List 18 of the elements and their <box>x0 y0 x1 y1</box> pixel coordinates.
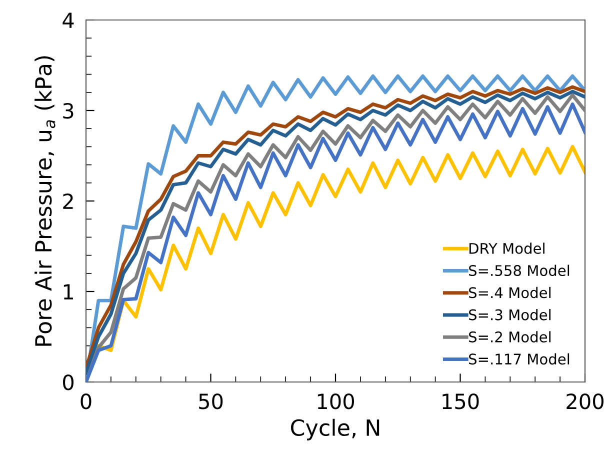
x-tick-label: 100 <box>318 393 354 410</box>
legend-label: S=.3 Model <box>469 309 550 320</box>
legend-label: S=.117 Model <box>469 353 570 365</box>
legend-label: DRY Model <box>469 242 544 254</box>
x-tick-label: 50 <box>199 393 223 410</box>
y-tick-label: 2 <box>63 193 73 209</box>
x-tick-label: 200 <box>566 393 604 410</box>
y-tick-label: 0 <box>63 374 74 390</box>
y-tick-label: 3 <box>63 102 74 119</box>
legend-label: S=.4 Model <box>469 286 550 298</box>
x-tick-label: 0 <box>80 393 92 410</box>
y-tick-label: 4 <box>62 12 74 28</box>
y-axis-title: Pore Air Pressure, u$_{a}$ (kPa) <box>34 56 56 346</box>
legend-label: S=.2 Model <box>469 331 550 342</box>
y-tick-label: 1 <box>64 284 73 300</box>
x-axis-title: Cycle, N <box>291 418 380 440</box>
legend-label: S=.558 Model <box>469 264 570 276</box>
x-tick-label: 150 <box>442 393 479 410</box>
